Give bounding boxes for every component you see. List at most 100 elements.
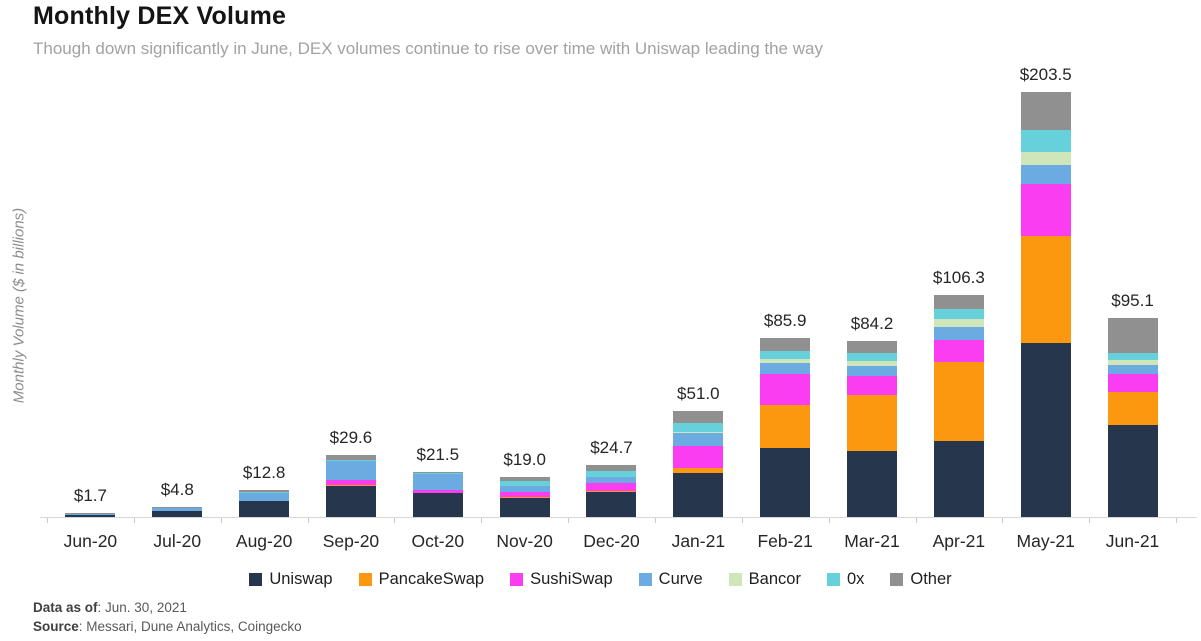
plot-area: $1.7 $4.8 $12.8 $29.6 $21.5 $19.0 $24.7 $51.0 $8… <box>47 65 1176 517</box>
bar-segment-other <box>586 465 637 472</box>
bar-segment-other <box>673 410 724 423</box>
bar-segment-sushiswap <box>933 339 984 363</box>
legend-label: Other <box>910 570 952 588</box>
bar-segment-sushiswap <box>325 479 376 486</box>
bar-segment-other <box>412 472 463 474</box>
bar-segment-other <box>1107 318 1158 354</box>
bar-segment-uniswap <box>760 447 811 517</box>
bar-segment-0x <box>239 492 290 494</box>
bar-segment-0x <box>412 473 463 475</box>
bar-segment-other <box>760 337 811 352</box>
bar-segment-curve <box>760 362 811 374</box>
legend-item-0x: 0x <box>826 570 865 589</box>
y-axis-label: Monthly Volume ($ in billions) <box>10 207 28 404</box>
bar-column: $21.5 <box>394 80 481 517</box>
bar-segment-bancor <box>933 319 984 327</box>
axis-tick <box>1089 518 1091 523</box>
x-axis-tick-label: Jun-21 <box>1105 531 1160 551</box>
axis-tick <box>1176 518 1177 523</box>
x-axis-tick-label: May-21 <box>1016 531 1075 551</box>
x-axis-tick-label: Dec-20 <box>583 531 640 551</box>
legend-item-uniswap: Uniswap <box>249 570 333 589</box>
x-axis-tick-label: Jul-20 <box>153 531 202 551</box>
axis-tick <box>654 518 656 523</box>
x-axis-tick-label: Feb-21 <box>757 531 813 551</box>
bar-segment-other <box>933 295 984 309</box>
axis-tick <box>133 518 135 523</box>
chart-footer: Data as of: Jun. 30, 2021 Source: Messar… <box>33 599 302 637</box>
bar-segment-curve <box>239 493 290 501</box>
legend-swatch-sushiswap <box>510 573 524 586</box>
bar-segment-uniswap <box>1020 342 1071 517</box>
bar-segment-other <box>1020 92 1071 130</box>
bar-segment-curve <box>847 365 898 377</box>
bar-segment-0x <box>673 422 724 432</box>
bar-value-label: $84.2 <box>850 314 894 334</box>
stacked-bar <box>65 513 116 517</box>
stacked-bar <box>412 472 463 517</box>
stacked-bar <box>673 410 724 517</box>
bar-segment-uniswap <box>152 510 203 517</box>
bar-segment-0x <box>586 471 637 477</box>
axis-tick <box>915 518 917 523</box>
bar-segment-sushiswap <box>1020 183 1071 236</box>
legend-label: Curve <box>658 570 703 588</box>
bar-segment-bancor <box>1107 360 1158 365</box>
stacked-bar <box>760 337 811 517</box>
legend: Uniswap PancakeSwap SushiSwap Curve Bancor 0x… <box>0 570 1201 589</box>
bar-segment-0x <box>760 351 811 360</box>
bar-segment-curve <box>933 326 984 340</box>
bar-segment-uniswap <box>586 492 637 517</box>
axis-tick <box>394 518 396 523</box>
bar-segment-0x <box>499 481 550 486</box>
bar-segment-curve <box>586 477 637 484</box>
bar-segment-curve <box>499 486 550 493</box>
source-value: : Messari, Dune Analytics, Coingecko <box>78 618 302 634</box>
axis-tick <box>307 518 309 523</box>
chart-subtitle: Though down significantly in June, DEX v… <box>33 39 823 58</box>
legend-label: Bancor <box>748 570 801 588</box>
bar-segment-uniswap <box>499 498 550 517</box>
x-axis-labels: Jun-20 Jul-20 Aug-20 Sep-20 Oct-20 Nov-20 Dec-… <box>47 531 1176 552</box>
bar-segment-uniswap <box>239 500 290 517</box>
bar-column: $1.7 <box>47 80 134 517</box>
bar-value-label: $29.6 <box>329 428 373 448</box>
bar-segment-bancor <box>673 431 724 433</box>
bar-column: $203.5 <box>1002 65 1089 517</box>
axis-tick <box>741 518 743 523</box>
x-axis-tick-label: Jan-21 <box>671 531 726 551</box>
x-axis-line <box>40 517 1197 518</box>
legend-swatch-pancakeswap <box>358 573 372 586</box>
bar-segment-curve <box>325 461 376 480</box>
axis-tick <box>1002 518 1004 523</box>
bar-segment-pancakeswap <box>499 497 550 498</box>
bar-segment-other <box>325 455 376 460</box>
bar-value-label: $4.8 <box>160 480 194 499</box>
legend-label: PancakeSwap <box>378 570 485 588</box>
axis-tick <box>481 518 483 523</box>
legend-label: SushiSwap <box>530 570 613 588</box>
bar-segment-sushiswap <box>412 490 463 493</box>
bar-column: $106.3 <box>915 80 1002 517</box>
bar-segment-pancakeswap <box>933 362 984 442</box>
bar-segment-0x <box>1020 129 1071 152</box>
legend-label: 0x <box>846 570 865 588</box>
bar-segment-sushiswap <box>1107 374 1158 392</box>
data-as-of-line: Data as of: Jun. 30, 2021 <box>33 599 302 618</box>
bar-segment-0x <box>1107 353 1158 361</box>
bar-segment-curve <box>673 432 724 447</box>
bar-segment-other <box>152 507 203 508</box>
legend-item-pancakeswap: PancakeSwap <box>358 570 485 589</box>
bar-column: $95.1 <box>1089 80 1176 517</box>
x-axis-tick-label: Sep-20 <box>322 531 380 551</box>
bar-segment-uniswap <box>65 515 116 517</box>
bar-segment-sushiswap <box>760 373 811 406</box>
bar-segment-pancakeswap <box>586 491 637 493</box>
x-axis-tick-label: Nov-20 <box>496 531 553 551</box>
axis-tick <box>828 518 830 523</box>
stacked-bar <box>239 490 290 517</box>
bar-column: $29.6 <box>308 80 395 517</box>
bar-value-label: $19.0 <box>503 450 546 470</box>
legend-item-bancor: Bancor <box>728 570 801 589</box>
legend-item-other: Other <box>890 570 952 589</box>
